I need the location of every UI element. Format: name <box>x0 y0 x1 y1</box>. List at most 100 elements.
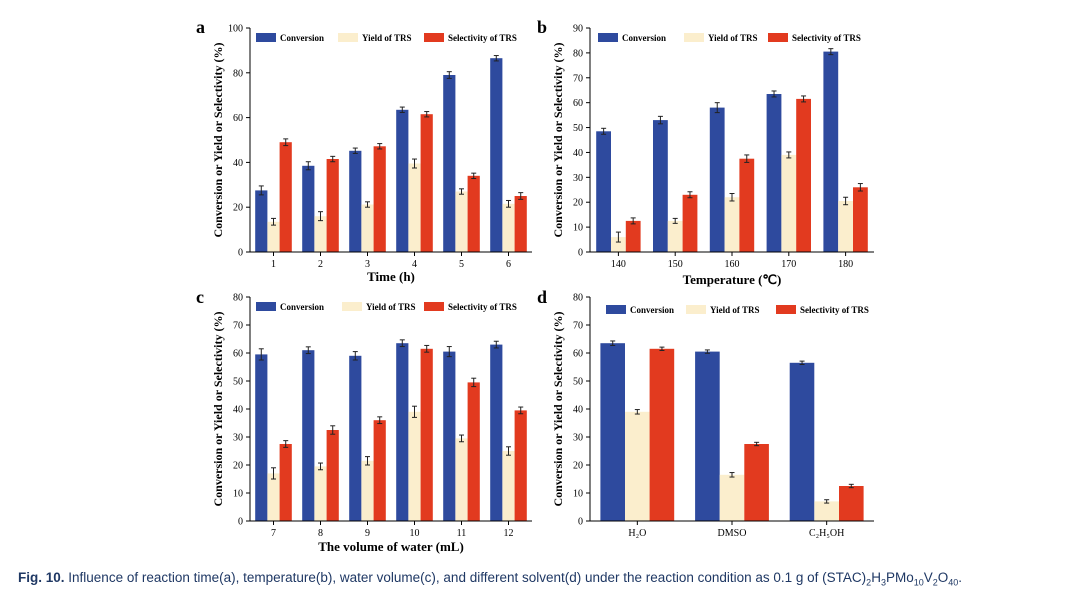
bar-conversion <box>396 109 409 252</box>
bar-selectivity <box>279 444 292 521</box>
legend-swatch-selectivity <box>424 33 444 42</box>
panel-letter: a <box>196 17 205 37</box>
bar-yield <box>361 204 374 252</box>
x-tick-label: C₂H₅OH <box>809 528 844 539</box>
x-tick-label: 170 <box>781 259 796 270</box>
x-tick-label: 180 <box>838 259 853 270</box>
chart-panel-c: c 0 10 20 30 40 50 60 70 80 7 8 9 10 11 12 The volume of… <box>196 287 532 554</box>
x-tick-label: 2 <box>318 259 323 270</box>
x-tick-label: 12 <box>504 528 514 539</box>
y-tick-label: 60 <box>573 349 583 360</box>
bar-selectivity <box>744 444 769 521</box>
y-axis-label: Conversion or Yield or Selectivity (%) <box>211 43 225 238</box>
y-tick-label: 90 <box>573 24 583 35</box>
x-tick-label: 1 <box>271 259 276 270</box>
bar-yield <box>667 220 683 252</box>
bar-yield <box>502 203 515 252</box>
bar-selectivity <box>420 348 433 521</box>
x-tick-label: 6 <box>506 259 511 270</box>
x-tick-label: DMSO <box>718 528 747 539</box>
y-tick-label: 30 <box>573 433 583 444</box>
y-tick-label: 80 <box>233 293 243 304</box>
y-tick-label: 40 <box>573 405 583 416</box>
legend-label-conversion: Conversion <box>622 33 666 43</box>
bar-selectivity <box>853 187 868 252</box>
x-axis-label: Time (h) <box>367 269 415 284</box>
y-tick-label: 20 <box>573 461 583 472</box>
chart-panel-b: b 0 10 20 30 40 50 60 70 80 90 140 150 160 170 180 Tempe… <box>537 17 874 287</box>
bar-selectivity <box>739 158 755 252</box>
legend-label-yield: Yield of TRS <box>366 302 416 312</box>
x-tick-label: 160 <box>725 259 740 270</box>
x-tick-label: 9 <box>365 528 370 539</box>
chart-panel-d: d 0 10 20 30 40 50 60 70 80 H₂O DMSO C₂H₅OH Conversio… <box>537 287 874 539</box>
legend-label-selectivity: Selectivity of TRS <box>800 305 869 315</box>
bar-yield <box>455 191 468 252</box>
bar-yield <box>724 197 740 252</box>
x-axis-label: The volume of water (mL) <box>318 539 464 554</box>
legend-label-selectivity: Selectivity of TRS <box>448 302 517 312</box>
bar-conversion <box>490 344 503 521</box>
x-tick-label: 150 <box>668 259 683 270</box>
bar-conversion <box>349 355 362 521</box>
y-tick-label: 80 <box>573 293 583 304</box>
bar-selectivity <box>839 486 864 521</box>
legend-label-conversion: Conversion <box>630 305 674 315</box>
bar-selectivity <box>649 348 675 521</box>
bar-conversion <box>302 350 315 521</box>
y-tick-label: 10 <box>573 489 583 500</box>
bar-yield <box>838 201 853 252</box>
bar-conversion <box>255 190 268 252</box>
y-axis-label: Conversion or Yield or Selectivity (%) <box>551 43 565 238</box>
bar-selectivity <box>326 159 339 252</box>
y-tick-label: 0 <box>238 248 243 259</box>
bar-selectivity <box>373 420 386 521</box>
bar-yield <box>267 473 280 521</box>
x-tick-label: 3 <box>365 259 370 270</box>
caption-text: Influence of reaction time(a), temperatu… <box>68 570 867 585</box>
legend-swatch-yield <box>686 305 706 314</box>
x-axis-label: Temperature (℃) <box>683 272 782 287</box>
bar-yield <box>611 237 626 252</box>
figure-caption: Fig. 10. Influence of reaction time(a), … <box>18 570 963 588</box>
bar-yield <box>314 216 327 252</box>
legend-swatch-yield <box>342 302 362 311</box>
bar-selectivity <box>467 175 480 252</box>
legend-label-yield: Yield of TRS <box>708 33 758 43</box>
bar-conversion <box>349 150 362 252</box>
y-tick-label: 40 <box>233 405 243 416</box>
y-tick-label: 20 <box>233 461 243 472</box>
y-tick-label: 10 <box>233 489 243 500</box>
legend-label-yield: Yield of TRS <box>710 305 760 315</box>
y-tick-label: 60 <box>233 349 243 360</box>
y-tick-label: 60 <box>233 113 243 124</box>
x-tick-label: 8 <box>318 528 323 539</box>
y-tick-label: 0 <box>578 517 583 528</box>
y-tick-label: 100 <box>228 24 243 35</box>
bar-yield <box>502 451 515 521</box>
bar-selectivity <box>373 146 386 252</box>
panel-letter: c <box>196 287 204 307</box>
bar-yield <box>814 501 839 521</box>
bar-selectivity <box>514 196 527 252</box>
x-tick-label: 140 <box>611 259 626 270</box>
bar-yield <box>314 466 327 521</box>
y-axis-label: Conversion or Yield or Selectivity (%) <box>551 312 565 507</box>
bar-selectivity <box>625 220 641 252</box>
y-tick-label: 0 <box>238 517 243 528</box>
bar-selectivity <box>682 194 698 252</box>
y-axis-label: Conversion or Yield or Selectivity (%) <box>211 312 225 507</box>
bar-yield <box>625 411 650 521</box>
y-tick-label: 20 <box>233 203 243 214</box>
legend-swatch-selectivity <box>768 33 788 42</box>
y-tick-label: 40 <box>573 148 583 159</box>
y-tick-label: 30 <box>233 433 243 444</box>
bar-yield <box>781 154 797 252</box>
bar-yield <box>408 411 421 521</box>
x-tick-label: 7 <box>271 528 276 539</box>
y-tick-label: 20 <box>573 198 583 209</box>
legend-swatch-conversion <box>598 33 618 42</box>
panel-letter: d <box>537 287 547 307</box>
bar-selectivity <box>467 382 480 521</box>
bar-selectivity <box>326 430 339 521</box>
